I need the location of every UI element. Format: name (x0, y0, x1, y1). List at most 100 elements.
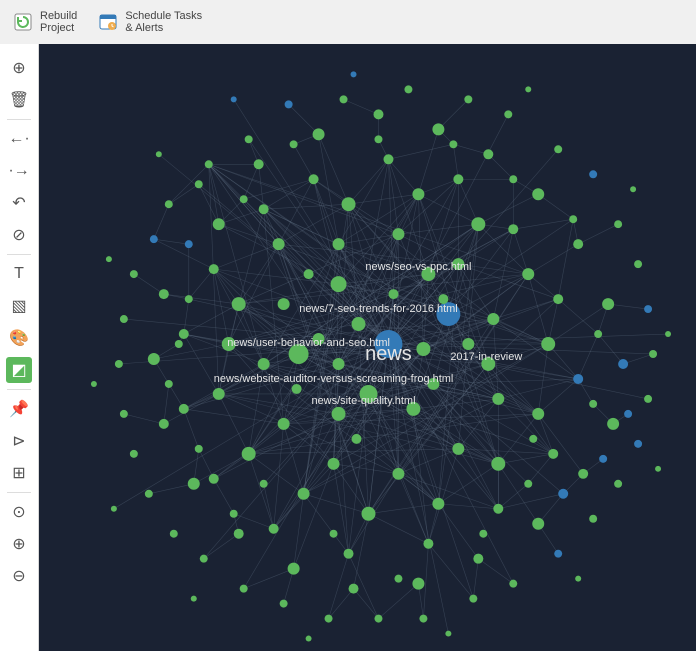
graph-node[interactable] (427, 378, 439, 390)
graph-node[interactable] (349, 584, 359, 594)
graph-node[interactable] (388, 289, 398, 299)
graph-node[interactable] (522, 268, 534, 280)
graph-node[interactable] (438, 294, 448, 304)
graph-node[interactable] (242, 447, 256, 461)
graph-node[interactable] (213, 218, 225, 230)
graph-node[interactable] (222, 337, 236, 351)
graph-node[interactable] (504, 110, 512, 118)
graph-node[interactable] (644, 305, 652, 313)
graph-node[interactable] (313, 333, 325, 345)
graph-node[interactable] (553, 294, 563, 304)
graph-node[interactable] (394, 575, 402, 583)
graph-node[interactable] (445, 631, 451, 637)
graph-node[interactable] (130, 270, 138, 278)
graph-node[interactable] (288, 563, 300, 575)
graph-node[interactable] (333, 358, 345, 370)
graph-node[interactable] (278, 298, 290, 310)
graph-node[interactable] (529, 435, 537, 443)
graph-node[interactable] (179, 404, 189, 414)
graph-node[interactable] (473, 554, 483, 564)
graph-node[interactable] (309, 174, 319, 184)
graph-node[interactable] (230, 510, 238, 518)
graph-node[interactable] (630, 186, 636, 192)
graph-node[interactable] (462, 338, 474, 350)
graph-node[interactable] (195, 180, 203, 188)
graph-node[interactable] (328, 458, 340, 470)
rebuild-project-button[interactable]: RebuildProject (8, 8, 81, 36)
play-icon[interactable]: ⊳ (6, 428, 32, 454)
arrow-out-icon[interactable]: ·→ (6, 158, 32, 184)
graph-node[interactable] (179, 329, 189, 339)
graph-node[interactable] (159, 419, 169, 429)
graph-node[interactable] (150, 235, 158, 243)
graph-node[interactable] (487, 313, 499, 325)
graph-node[interactable] (469, 595, 477, 603)
graph-node[interactable] (188, 478, 200, 490)
graph-node[interactable] (185, 240, 193, 248)
graph-node[interactable] (240, 585, 248, 593)
graph-node[interactable] (649, 350, 657, 358)
undo-icon[interactable]: ↶ (6, 190, 32, 216)
graph-node[interactable] (644, 395, 652, 403)
graph-node[interactable] (111, 506, 117, 512)
graph-node[interactable] (509, 175, 517, 183)
zoom-in-icon[interactable]: ⊕ (6, 531, 32, 557)
clear-icon[interactable]: ⊘ (6, 222, 32, 248)
graph-node[interactable] (404, 85, 412, 93)
graph-node[interactable] (258, 358, 270, 370)
graph-node[interactable] (205, 160, 213, 168)
graph-node[interactable] (148, 353, 160, 365)
graph-node[interactable] (313, 128, 325, 140)
graph-node[interactable] (594, 330, 602, 338)
graph-node[interactable] (234, 529, 244, 539)
graph-node[interactable] (634, 260, 642, 268)
arrow-in-icon[interactable]: ←· (6, 126, 32, 152)
graph-node[interactable] (175, 340, 183, 348)
graph-node[interactable] (145, 490, 153, 498)
graph-node[interactable] (254, 159, 264, 169)
graph-node[interactable] (432, 123, 444, 135)
graph-node[interactable] (541, 337, 555, 351)
graph-node[interactable] (569, 215, 577, 223)
graph-node[interactable] (602, 298, 614, 310)
graph-node[interactable] (575, 576, 581, 582)
graph-node[interactable] (493, 504, 503, 514)
add-icon[interactable]: ⊕ (6, 55, 32, 81)
graph-node[interactable] (342, 197, 356, 211)
graph-node[interactable] (532, 518, 544, 530)
graph-node[interactable] (273, 238, 285, 250)
graph-node[interactable] (479, 530, 487, 538)
graph-node[interactable] (419, 615, 427, 623)
graph-node[interactable] (213, 388, 225, 400)
schedule-tasks-button[interactable]: Schedule Tasks& Alerts (93, 8, 206, 36)
layout-icon[interactable]: ▧ (6, 293, 32, 319)
graph-node[interactable] (449, 140, 457, 148)
graph-node[interactable] (232, 297, 246, 311)
graph-node[interactable] (352, 434, 362, 444)
graph-node[interactable] (383, 154, 393, 164)
calc-icon[interactable]: ⊞ (6, 460, 32, 486)
graph-node[interactable] (231, 96, 237, 102)
graph-node[interactable] (614, 220, 622, 228)
graph-node[interactable] (159, 289, 169, 299)
graph-node[interactable] (340, 95, 348, 103)
graph-node[interactable] (412, 578, 424, 590)
graph-node[interactable] (360, 385, 378, 403)
graph-node[interactable] (332, 407, 346, 421)
graph-node[interactable] (508, 224, 518, 234)
graph-node[interactable] (289, 344, 309, 364)
graph-node[interactable] (624, 410, 632, 418)
graph-node[interactable] (195, 445, 203, 453)
graph-node[interactable] (432, 498, 444, 510)
graph-node[interactable] (165, 200, 173, 208)
zoom-fit-icon[interactable]: ⊙ (6, 499, 32, 525)
text-icon[interactable]: T (6, 261, 32, 287)
graph-node[interactable] (614, 480, 622, 488)
graph-node[interactable] (298, 488, 310, 500)
graph-node[interactable] (589, 400, 597, 408)
graph-node[interactable] (280, 600, 288, 608)
graph-node[interactable] (306, 636, 312, 642)
graph-node[interactable] (412, 188, 424, 200)
graph-node[interactable] (573, 239, 583, 249)
graph-node[interactable] (491, 457, 505, 471)
